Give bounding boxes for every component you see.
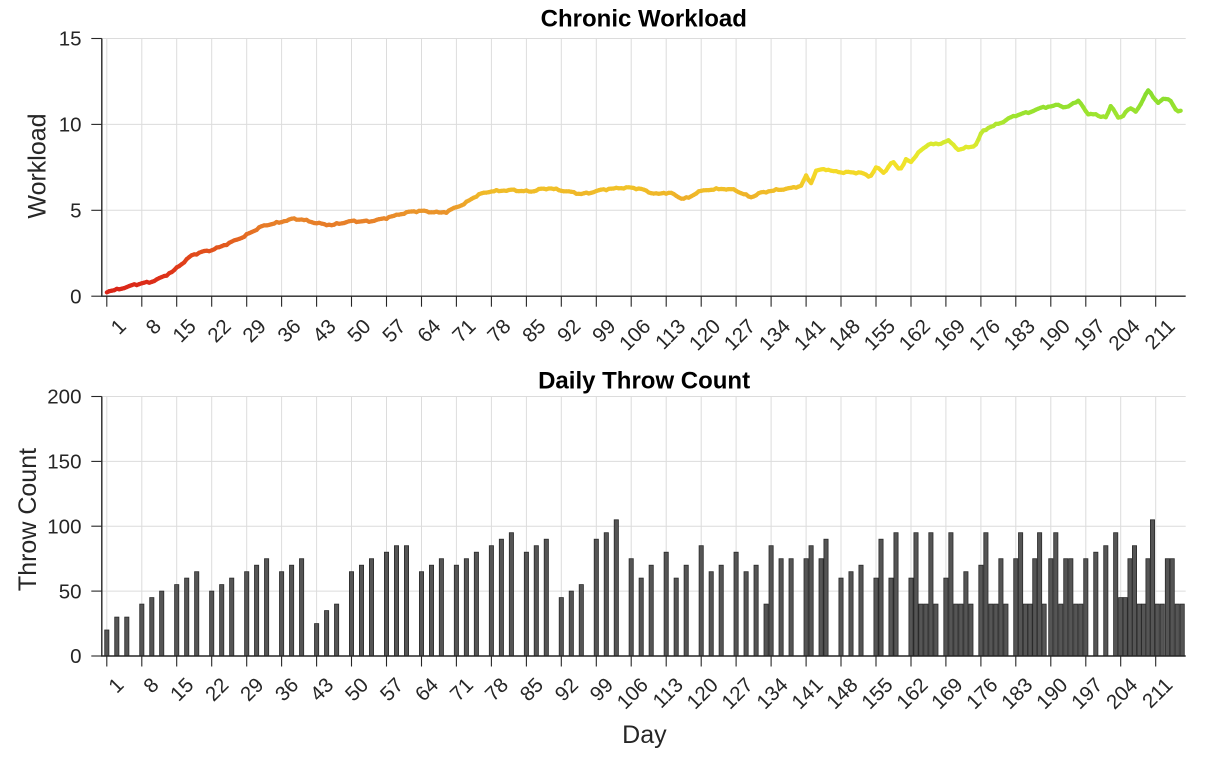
svg-text:150: 150	[47, 451, 81, 474]
svg-text:15: 15	[59, 28, 82, 51]
svg-text:Workload: Workload	[24, 113, 52, 218]
svg-text:5: 5	[70, 200, 81, 223]
svg-text:0: 0	[70, 285, 81, 308]
svg-text:Throw Count: Throw Count	[14, 448, 42, 591]
svg-text:100: 100	[47, 516, 81, 539]
svg-text:0: 0	[70, 645, 81, 668]
svg-text:Chronic Workload: Chronic Workload	[541, 6, 747, 33]
svg-text:200: 200	[47, 386, 81, 409]
svg-text:Daily Throw Count: Daily Throw Count	[538, 368, 750, 395]
svg-text:50: 50	[59, 580, 82, 603]
svg-text:Day: Day	[622, 721, 667, 749]
svg-text:10: 10	[59, 114, 82, 137]
